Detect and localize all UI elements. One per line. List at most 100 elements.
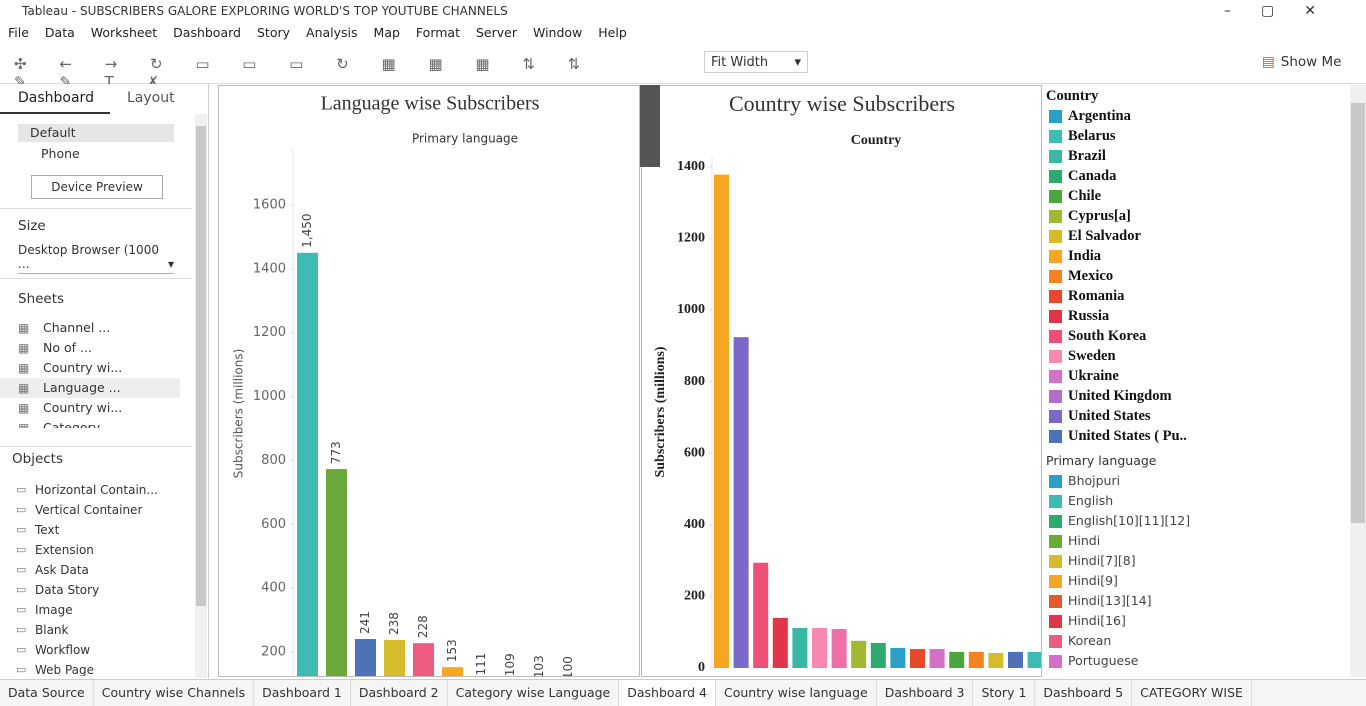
menu-item[interactable]: Window: [532, 25, 583, 40]
legend-label[interactable]: Ukraine: [1068, 368, 1119, 384]
sheet-item[interactable]: ▦ Category ...: [0, 418, 180, 428]
tab-dashboard[interactable]: Dashboard: [18, 90, 94, 106]
scrollbar[interactable]: [195, 114, 207, 678]
legend-label[interactable]: Brazil: [1068, 148, 1106, 164]
legend-label[interactable]: Belarus: [1068, 128, 1116, 144]
legend-label[interactable]: United States ( Pu..: [1068, 428, 1187, 444]
device-item[interactable]: Phone: [41, 146, 80, 161]
menu-item[interactable]: Worksheet: [90, 25, 158, 40]
object-item[interactable]: ▭ Horizontal Contain...: [0, 480, 165, 500]
sheet-item[interactable]: ▦ No of ...: [0, 338, 180, 358]
object-name: Text: [35, 523, 60, 537]
legend-swatch: [1049, 170, 1062, 183]
sheet-tab[interactable]: Category wise Language: [448, 680, 620, 706]
toolbar-icons[interactable]: ✣ ← → ↻ ▭ ▭ ▭ ↻ ▦ ▦ ▦ ⇅ ⇅ ✎ ✎ T ✗: [14, 55, 595, 91]
legend-label[interactable]: Chile: [1068, 188, 1102, 204]
legend-label[interactable]: Sweden: [1068, 348, 1116, 364]
legend-label[interactable]: Romania: [1068, 288, 1125, 304]
legend-label[interactable]: South Korea: [1068, 328, 1147, 344]
size-dropdown[interactable]: Desktop Browser (1000 ... ▾: [18, 243, 174, 274]
object-name: Vertical Container: [35, 503, 143, 517]
y-tick-label: 1000: [253, 389, 286, 404]
sheet-tab[interactable]: Dashboard 1: [254, 680, 351, 706]
fit-dropdown[interactable]: Fit Width ▾: [704, 51, 808, 73]
menu-item[interactable]: Map: [373, 25, 400, 40]
legend-label[interactable]: India: [1068, 248, 1102, 264]
menu-item[interactable]: Story: [256, 25, 291, 40]
sheet-tab[interactable]: Country wise language: [716, 680, 877, 706]
legend-swatch: [1049, 110, 1062, 123]
legend-label[interactable]: Hindi[9]: [1068, 573, 1118, 588]
legend-label[interactable]: Korean: [1068, 633, 1112, 648]
menu-item[interactable]: Data: [44, 25, 75, 40]
object-icon: ▭: [16, 503, 27, 516]
sheet-item[interactable]: ▦ Channel ...: [0, 318, 180, 338]
window-controls[interactable]: –▢✕: [1224, 3, 1346, 19]
object-item[interactable]: ▭ Workflow: [0, 640, 165, 660]
legend-label[interactable]: Canada: [1068, 168, 1117, 184]
sheet-tab[interactable]: Dashboard 3: [877, 680, 974, 706]
menu-item[interactable]: Format: [415, 25, 460, 40]
menu-item[interactable]: Analysis: [306, 25, 358, 40]
sheet-tab[interactable]: Country wise Channels: [94, 680, 255, 706]
legend-swatch: [1049, 290, 1062, 303]
legend-label[interactable]: United Kingdom: [1068, 388, 1172, 404]
sheet-tab[interactable]: Story 1: [973, 680, 1036, 706]
menu-item[interactable]: Help: [598, 25, 627, 40]
sheet-item[interactable]: ▦ Country wi...: [0, 358, 180, 378]
menu-item[interactable]: Server: [475, 25, 517, 40]
legend-swatch: [1049, 410, 1062, 423]
sheet-tab[interactable]: CATEGORY WISE: [1132, 680, 1252, 706]
chart-language: Language wise Subscribers Primary languag…: [218, 85, 640, 677]
legend-label[interactable]: Bhojpuri: [1068, 473, 1121, 488]
legend-label[interactable]: Hindi: [1068, 533, 1101, 548]
sheet-tab[interactable]: Dashboard 2: [351, 680, 448, 706]
value-label: 153: [445, 639, 459, 662]
legend-swatch: [1049, 555, 1062, 568]
object-item[interactable]: ▭ Blank: [0, 620, 165, 640]
value-label: 103: [532, 655, 546, 677]
menu-item[interactable]: Dashboard: [173, 25, 241, 40]
legend-label[interactable]: Hindi[13][14]: [1068, 593, 1152, 608]
object-item[interactable]: ▭ Extension: [0, 540, 165, 560]
legend-label[interactable]: El Salvador: [1068, 228, 1141, 244]
object-item[interactable]: ▭ Ask Data: [0, 560, 165, 580]
legend-label[interactable]: English[10][11][12]: [1068, 513, 1191, 528]
show-me-button[interactable]: ▤ Show Me: [1262, 54, 1342, 70]
legend-label[interactable]: English: [1068, 493, 1114, 508]
legend-label[interactable]: Cyprus[a]: [1068, 208, 1131, 224]
sheet-name: Country wi...: [43, 400, 123, 415]
tab-layout[interactable]: Layout: [127, 90, 175, 106]
object-item[interactable]: ▭ Image: [0, 600, 165, 620]
legend-label[interactable]: Portuguese: [1068, 653, 1139, 668]
object-item[interactable]: ▭ Data Story: [0, 580, 165, 600]
y-axis-label: Subscribers (millions): [232, 349, 246, 479]
legend-swatch: [1049, 475, 1062, 488]
sheet-tab[interactable]: Data Source: [0, 680, 94, 706]
legend-label[interactable]: United States: [1068, 408, 1151, 424]
scrollbar[interactable]: [1350, 85, 1366, 677]
object-icon: ▭: [16, 483, 27, 496]
legend-label[interactable]: Hindi[16]: [1068, 613, 1126, 628]
device-preview-button[interactable]: Device Preview: [31, 175, 163, 199]
object-item[interactable]: ▭ Vertical Container: [0, 500, 165, 520]
sheet-item[interactable]: ▦ Language ...: [0, 378, 180, 398]
sheet-tab[interactable]: Dashboard 4: [619, 680, 716, 706]
object-item[interactable]: ▭ Text: [0, 520, 165, 540]
object-name: Blank: [35, 623, 69, 637]
device-item[interactable]: Default: [18, 124, 174, 142]
y-tick-label: 600: [684, 445, 705, 460]
legend-label[interactable]: Argentina: [1068, 108, 1131, 124]
sheet-item[interactable]: ▦ Country wi...: [0, 398, 180, 418]
legend-label[interactable]: Russia: [1068, 308, 1110, 324]
sheet-name: Country wi...: [43, 360, 123, 375]
sheet-tab[interactable]: Dashboard 5: [1035, 680, 1133, 706]
chart-controls[interactable]: [640, 85, 660, 167]
object-item[interactable]: ▭ Web Page: [0, 660, 165, 676]
legend-label[interactable]: Hindi[7][8]: [1068, 553, 1136, 568]
menu-item[interactable]: File: [8, 25, 29, 40]
legend-label[interactable]: Mexico: [1068, 268, 1114, 284]
bar: [297, 252, 318, 676]
legend-swatch: [1049, 250, 1062, 263]
